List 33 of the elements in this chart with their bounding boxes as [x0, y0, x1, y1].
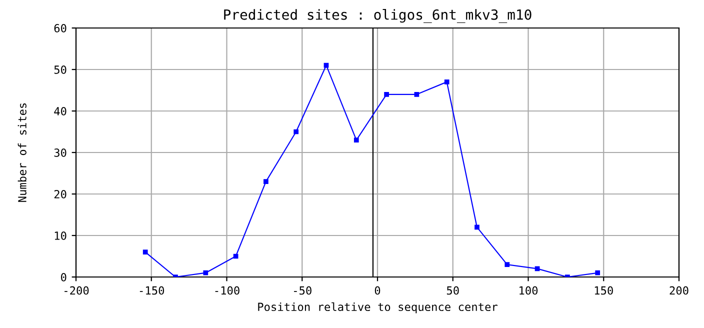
y-tick-label: 0 [61, 273, 66, 282]
point [294, 129, 299, 134]
point [444, 80, 450, 84]
x-tick-label: 100 [520, 286, 538, 295]
point [534, 266, 540, 272]
y-tick-label: 40 [54, 107, 66, 116]
point [233, 254, 238, 259]
y-tick-label: 50 [54, 66, 66, 74]
point [384, 92, 389, 97]
y-tick-label: 60 [54, 24, 66, 32]
point [142, 250, 148, 255]
y-tick-label: 10 [54, 232, 66, 240]
point [324, 62, 329, 68]
x-tick-label: -50 [294, 286, 312, 295]
x-tick-label: -200 [64, 286, 89, 295]
point [504, 262, 510, 267]
y-tick-label: 30 [54, 148, 66, 157]
point [264, 179, 268, 184]
x-tick-label: -150 [140, 286, 164, 295]
point [354, 138, 359, 142]
point [414, 92, 420, 97]
x-tick-label: 0 [374, 286, 380, 295]
x-tick-label: 50 [446, 286, 459, 295]
y-tick-label: 20 [54, 190, 66, 198]
x-tick-label: -100 [215, 286, 240, 295]
point [474, 224, 480, 230]
point [203, 270, 208, 276]
chart-title: Predicted sites : oligos_6nt_mkv3_m10 [224, 9, 532, 23]
point [595, 270, 600, 276]
x-tick-label: 150 [594, 286, 613, 295]
y-axis-title: Number of sites [18, 103, 26, 202]
x-tick-label: 200 [670, 286, 688, 295]
x-axis-title: Position relative to sequence center [258, 302, 498, 314]
